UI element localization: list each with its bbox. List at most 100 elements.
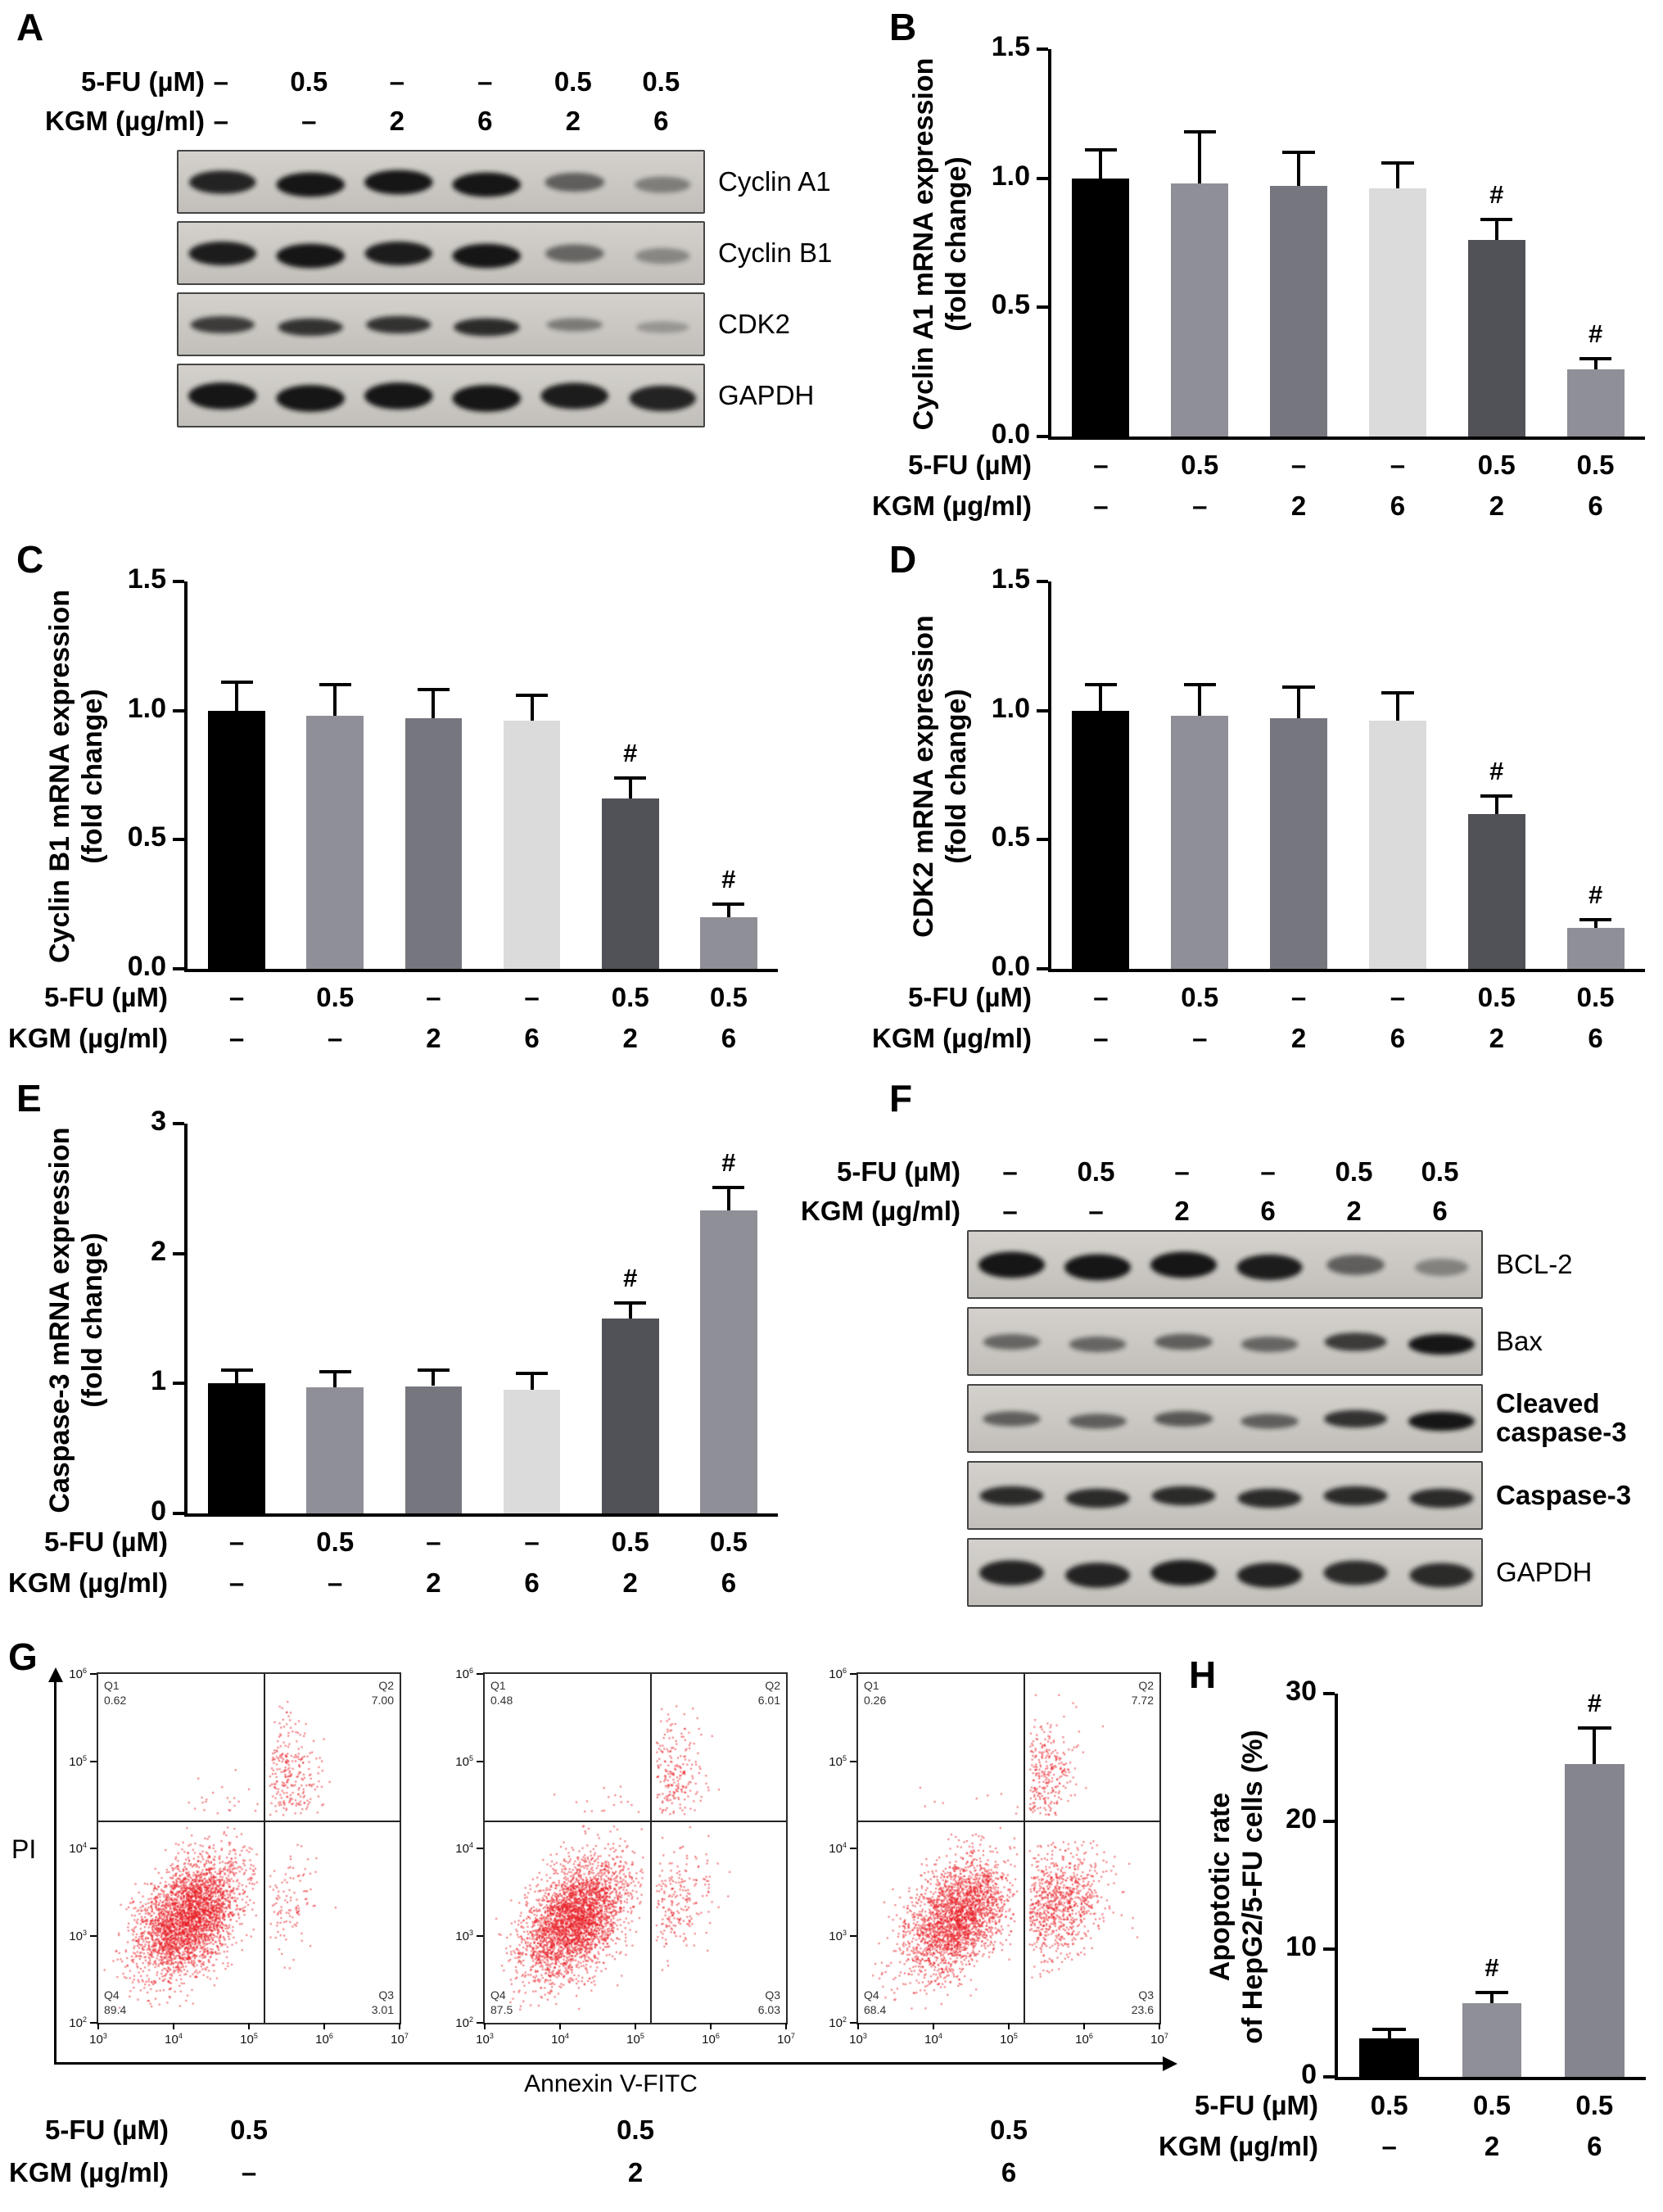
y-tick-mark: [1323, 2075, 1335, 2079]
significance-marker: #: [1587, 1689, 1602, 1718]
y-axis-title-line: CDK2 mRNA expression: [908, 615, 939, 938]
x-group-value: –: [328, 1023, 343, 1053]
y-tick-mark: [1037, 708, 1048, 712]
blot-band-label: Caspase-3: [1496, 1479, 1632, 1510]
x-group-value: 2: [622, 1023, 638, 1053]
x-tick-label: 105: [626, 2032, 644, 2047]
y-tick-label: 102: [829, 2015, 847, 2030]
bar: [1359, 2038, 1419, 2077]
quadrant-percentage: 6.01: [757, 1694, 780, 1708]
error-bar-line: [1198, 131, 1202, 183]
y-tick-label: 1.0: [991, 692, 1030, 724]
x-tick-mark: [248, 2023, 250, 2029]
blot-strip: [177, 364, 705, 427]
error-bar-cap: [220, 680, 253, 684]
y-tick-mark: [477, 1760, 483, 1762]
quadrant-name: Q1: [104, 1679, 120, 1692]
x-group-row-label: KGM (µg/ml): [872, 491, 1032, 521]
bar: [503, 721, 561, 969]
panel-d-bar-chart: 0.0 0.5 1.0 1.5 # #5-FU (µM) – 0.5 – – 0.5 0.5 KGM (…: [872, 563, 1645, 1053]
significance-marker: #: [623, 1263, 638, 1292]
error-bar-line: [333, 1372, 337, 1388]
blot-strip: [177, 221, 705, 285]
error-bar-line: [1395, 692, 1399, 722]
y-tick-label: 104: [455, 1841, 473, 1856]
y-tick-label: 105: [455, 1753, 473, 1769]
error-bar-cap: [614, 776, 647, 780]
y-tick-mark: [90, 1934, 97, 1937]
panel-c-bar-chart: 0.0 0.5 1.0 1.5 # #5-FU (µM) – 0.5 – – 0.5 0.5 KGM (…: [8, 563, 778, 1053]
blot-strip: [967, 1384, 1483, 1453]
x-tick-mark: [173, 2023, 174, 2029]
quadrant-percentage: 0.48: [490, 1694, 513, 1708]
y-tick-mark: [173, 580, 184, 583]
panel-e-letter: E: [16, 1077, 42, 1120]
quadrant-percentage: 3.01: [371, 2002, 394, 2016]
error-bar-line: [1593, 1728, 1597, 1764]
blot-band-label: Cyclin A1: [718, 165, 831, 197]
bar: [1072, 710, 1130, 969]
error-bar-cap: [1183, 129, 1216, 133]
error-bar-line: [1593, 359, 1597, 369]
panel-c-letter: C: [16, 538, 44, 581]
error-bar-cap: [319, 683, 351, 687]
x-group-value: 2: [1290, 1023, 1307, 1053]
y-axis-title-line: Cyclin B1 mRNA expression: [44, 590, 75, 963]
y-tick-label: 0.0: [991, 418, 1030, 450]
y-tick-label: 106: [829, 1667, 847, 1681]
y-tick-mark: [850, 1848, 856, 1849]
y-axis-title-line: (fold change): [77, 1233, 109, 1408]
x-group-value: 0.5: [611, 1527, 649, 1557]
quadrant-percentage: 89.4: [104, 2002, 127, 2016]
quadrant-percentage: 7.00: [371, 1694, 394, 1708]
g-y-axis-line: [54, 1682, 56, 2065]
x-group-value: 0.5: [1370, 2090, 1408, 2120]
x-group-value: –: [524, 1527, 540, 1557]
x-tick-mark: [323, 2023, 325, 2029]
panel-h-bar-chart: 0 10 20 30 # #5-FU (µM) 0.5 0.5 0.5 KGM (µg/ml) – 2…: [1159, 1676, 1646, 2161]
blot-lane-value: –: [1088, 1196, 1104, 1226]
y-tick-label: 0.5: [991, 821, 1030, 853]
blot-band-label: BCL-2: [1496, 1248, 1573, 1279]
error-bar-cap: [1480, 218, 1513, 222]
g-row-5fu-label: 5-FU (µM): [45, 2115, 169, 2145]
significance-marker: #: [1489, 180, 1504, 210]
quadrant-horizontal-line: [485, 1820, 786, 1822]
y-tick-label: 0.5: [127, 821, 166, 853]
blot-header-row-label: 5-FU (µM): [81, 66, 205, 97]
y-axis-title-line: (fold change): [941, 689, 973, 864]
error-bar-line: [1297, 687, 1301, 719]
panel-d-y-axis-title: CDK2 mRNA expression (fold change): [907, 563, 976, 989]
y-tick-label: 0: [151, 1495, 166, 1527]
error-bar-line: [235, 681, 239, 711]
error-bar-cap: [417, 688, 450, 692]
quadrant-name: Q1: [490, 1679, 506, 1692]
y-axis-title-line: (fold change): [941, 156, 973, 332]
panel-d-letter: D: [889, 538, 917, 581]
error-bar-line: [235, 1370, 239, 1384]
x-tick-label: 103: [476, 2032, 494, 2047]
x-tick-mark: [635, 2023, 636, 2029]
error-bar-cap: [1183, 683, 1216, 687]
quadrant-name: Q1: [864, 1679, 879, 1692]
y-axis-title-line: Apoptotic rate: [1204, 1792, 1236, 1982]
blot-band-image: [188, 242, 690, 269]
error-bar-line: [1297, 152, 1301, 187]
x-group-value: –: [1290, 982, 1307, 1012]
error-bar-cap: [1475, 1991, 1509, 1995]
y-tick-label: 103: [829, 1928, 847, 1943]
x-group-value: 0.5: [611, 982, 649, 1012]
quadrant-name: Q2: [1138, 1679, 1154, 1692]
quadrant-name: Q3: [1138, 1988, 1154, 2002]
x-group-row-label: KGM (µg/ml): [8, 1023, 168, 1053]
error-bar-line: [726, 1187, 730, 1211]
blot-header-row-label: KGM (µg/ml): [801, 1196, 960, 1226]
bar: [306, 1387, 364, 1513]
y-tick-mark: [90, 2022, 97, 2024]
y-tick-mark: [1037, 580, 1048, 583]
error-bar-line: [1490, 1993, 1494, 2003]
bar: [404, 1386, 463, 1513]
y-tick-label: 1.5: [991, 31, 1030, 62]
error-bar-line: [432, 1370, 436, 1386]
x-group-value: –: [426, 1527, 441, 1557]
